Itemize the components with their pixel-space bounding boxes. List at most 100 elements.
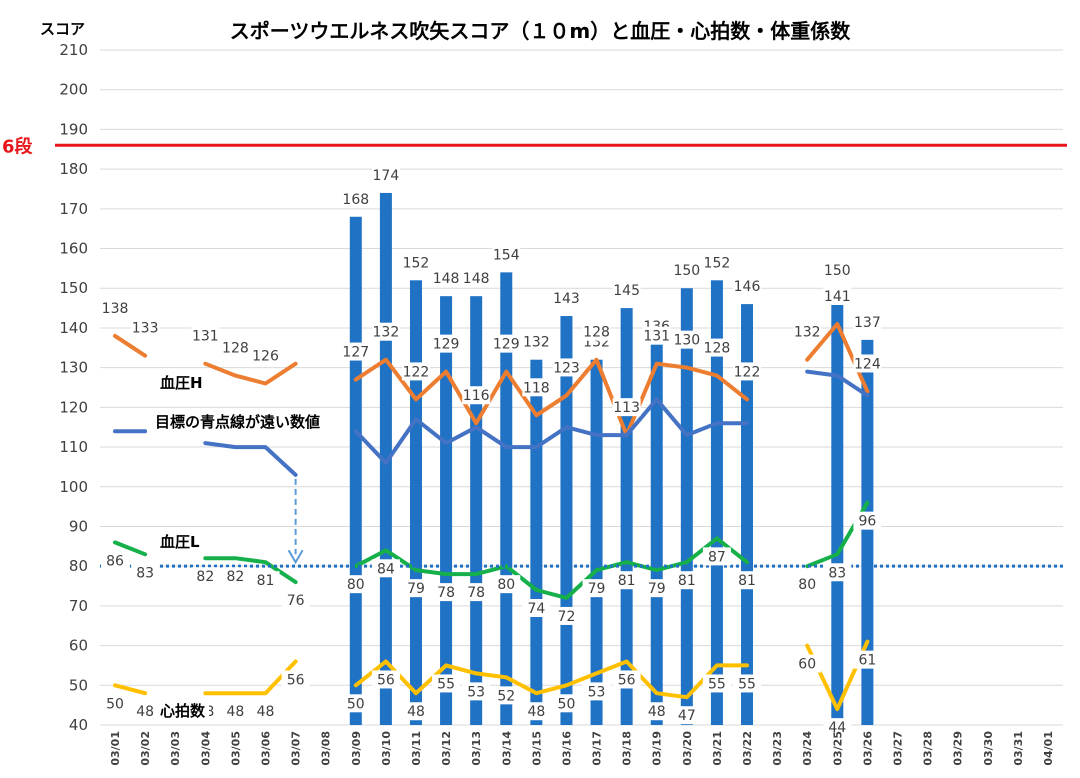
series-3-value-label: 80: [347, 577, 365, 593]
bar-value-label-bg: [432, 269, 461, 288]
series-4-value-label-bg: [552, 694, 581, 713]
y-tick-label: 40: [69, 716, 88, 734]
score-bar: [710, 280, 723, 725]
series-4-value-label: 55: [738, 676, 756, 692]
bar-value-label: 154: [493, 247, 520, 263]
bar-value-label: 148: [433, 271, 460, 287]
series-1-value-label: 122: [734, 364, 761, 380]
series-3-value-label: 82: [227, 569, 245, 585]
series-1-value-label: 128: [222, 341, 249, 357]
series-name-bg: [151, 412, 324, 432]
bar-value-label: 168: [342, 192, 369, 208]
series-4-value-label-bg: [371, 670, 400, 689]
chart-title: スポーツウエルネス吹矢スコア（１０m）と血圧・心拍数・体重係数: [230, 19, 851, 43]
bar-value-label: 148: [463, 271, 490, 287]
y-tick-label: 130: [59, 359, 88, 377]
x-tick-label: 03/25: [831, 731, 844, 766]
y-axis-ticks: 40 50 60 70 80 90 100 110 120 130 140 150 160 170 180 1…: [59, 41, 88, 734]
bar-value-label-bg: [371, 165, 400, 184]
series-1-value-label-bg: [492, 334, 521, 353]
series-1-value-label: 127: [342, 345, 369, 361]
series-1-value-label: 122: [403, 364, 430, 380]
series-1-value-label: 141: [824, 289, 851, 305]
series-4-value-label-bg: [432, 674, 461, 693]
series-1-value-label-bg: [642, 326, 671, 345]
bar-value-label-bg: [853, 312, 882, 331]
y-tick-label: 110: [59, 438, 88, 456]
y-tick-label: 120: [59, 398, 88, 416]
series-1-value-label-bg: [191, 326, 220, 345]
series-3-value-label: 74: [527, 601, 545, 617]
bar-value-label-bg: [733, 277, 762, 296]
series-1-value-label: 132: [373, 325, 400, 341]
series-1-value-label: 138: [102, 301, 129, 317]
series-3-value-label-bg: [221, 567, 250, 586]
score-bar: [831, 288, 844, 725]
score-bar: [440, 296, 453, 725]
y-tick-label: 180: [59, 160, 88, 178]
series-3-value-label: 80: [497, 577, 515, 593]
y-tick-label: 140: [59, 319, 88, 337]
x-tick-label: 03/19: [651, 731, 664, 766]
series-3-value-label-bg: [131, 563, 160, 582]
score-bar: [530, 359, 543, 725]
series-line-2: [113, 369, 870, 477]
y-tick-label: 50: [69, 676, 88, 694]
series-4-value-label: 55: [708, 676, 726, 692]
series-line-4: [113, 639, 870, 712]
series-1-value-label-bg: [672, 330, 701, 349]
series-3-value-label: 79: [588, 581, 606, 597]
series-3-value-label-bg: [702, 547, 731, 566]
series-1-value-label-bg: [702, 338, 731, 357]
series-3-value-label-bg: [642, 579, 671, 598]
series-3-value-label-bg: [522, 599, 551, 617]
series-3-value-label-bg: [612, 571, 641, 590]
x-tick-label: 03/02: [139, 731, 152, 766]
series-4-value-label: 44: [828, 720, 846, 736]
series-1-value-label-bg: [582, 322, 611, 341]
series-3-value-label-bg: [191, 567, 220, 586]
series-4-value-label-bg: [702, 674, 731, 693]
series-3-value-label: 96: [858, 514, 876, 530]
series-4-value-label: 48: [527, 704, 545, 720]
series-4-value-label-bg: [251, 702, 280, 721]
series-3-value-label-bg: [251, 571, 280, 590]
series-4-value-label: 52: [497, 688, 515, 704]
score-bar: [349, 216, 362, 725]
score-bar: [470, 296, 483, 725]
series-4-value-label: 60: [798, 657, 816, 673]
series-1-value-label-bg: [101, 298, 130, 317]
series-1-value-label: 129: [433, 337, 460, 353]
y-tick-label: 170: [59, 200, 88, 218]
series-3-value-label: 81: [678, 573, 696, 589]
series-3-value-label: 81: [618, 573, 636, 589]
x-tick-label: 03/01: [109, 731, 122, 766]
series-4-value-label-bg: [733, 674, 762, 693]
series-4-value-label: 50: [106, 696, 124, 712]
bar-value-label: 137: [854, 315, 881, 331]
series-4-value-label: 55: [437, 676, 455, 692]
bar-value-label: 150: [673, 263, 700, 279]
series-3-value-label-bg: [341, 575, 370, 594]
x-tick-label: 03/09: [350, 731, 363, 766]
series-4-value-label-bg: [492, 686, 521, 705]
series-1-value-label-bg: [552, 358, 581, 377]
series-1-value-label: 130: [673, 333, 700, 349]
series-4-value-label: 48: [257, 704, 275, 720]
series-3-value-label: 78: [467, 585, 485, 601]
series-1-value-label-bg: [462, 386, 491, 405]
x-tick-label: 03/06: [260, 731, 273, 766]
series-1-value-label: 133: [132, 321, 159, 337]
series-1-value-label-bg: [221, 338, 250, 357]
y-tick-label: 80: [69, 557, 88, 575]
x-tick-label: 03/26: [861, 731, 874, 766]
x-tick-label: 04/01: [1042, 731, 1055, 766]
series-3-value-label: 79: [648, 581, 666, 597]
series-1-value-label: 132: [794, 325, 821, 341]
series-4-value-label-bg: [522, 702, 551, 721]
series-1-value-label-bg: [341, 342, 370, 361]
bar-value-label: 174: [373, 168, 400, 184]
dan-reference-label: 6段: [2, 135, 34, 157]
bar-value-label-bg: [522, 332, 551, 351]
series-1-value-label: 131: [192, 329, 219, 345]
